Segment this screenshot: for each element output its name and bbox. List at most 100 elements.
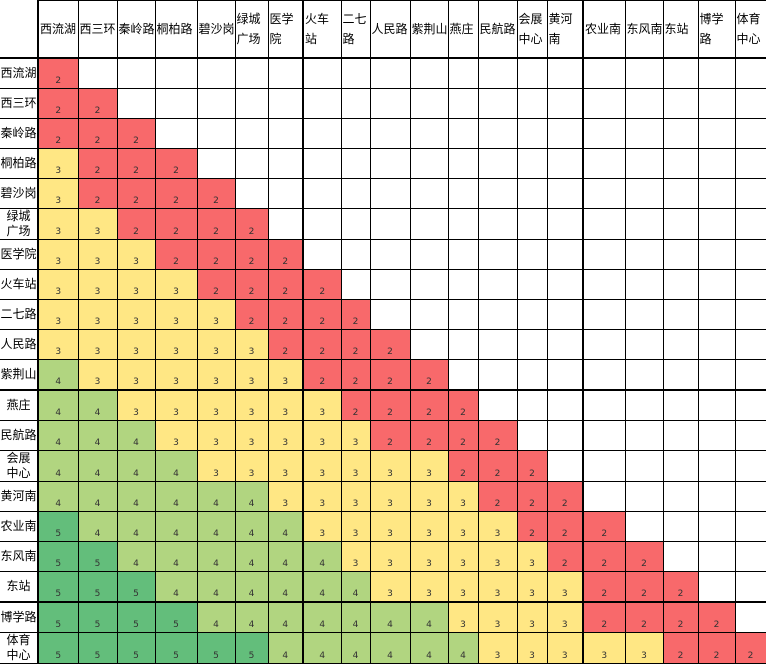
empty-cell <box>662 88 699 119</box>
fare-cell: 4 <box>267 601 304 633</box>
fare-cell: 2 <box>624 601 664 633</box>
row-header: 火车站 <box>0 269 39 300</box>
fare-cell: 3 <box>234 359 269 391</box>
fare-cell: 4 <box>37 389 79 421</box>
fare-cell: 2 <box>302 329 342 360</box>
fare-cell: 3 <box>516 541 548 572</box>
row-header: 西流湖 <box>0 57 39 89</box>
fare-cell: 3 <box>546 571 584 603</box>
empty-cell <box>447 299 479 330</box>
fare-cell: 4 <box>77 511 118 542</box>
fare-cell: 3 <box>77 239 118 270</box>
table-row: 东站 5 5 5 4 4 4 4 4 4 3 3 3 3 3 3 2 2 2 <box>0 571 766 603</box>
empty-cell <box>734 389 766 421</box>
empty-cell <box>477 299 518 330</box>
fare-cell: 5 <box>234 632 269 664</box>
fare-cell: 3 <box>77 299 118 330</box>
fare-cell: 2 <box>369 420 411 451</box>
fare-cell: 3 <box>37 148 79 179</box>
fare-cell: 2 <box>369 359 411 391</box>
empty-cell <box>697 299 736 330</box>
table-row: 二七路 3 3 3 3 3 2 2 2 2 <box>0 299 766 330</box>
empty-cell <box>582 329 626 360</box>
fare-cell: 3 <box>37 269 79 300</box>
empty-cell <box>697 420 736 451</box>
fare-cell: 5 <box>116 571 156 603</box>
fare-cell: 4 <box>154 571 198 603</box>
empty-cell <box>369 299 411 330</box>
fare-cell: 3 <box>409 541 449 572</box>
empty-cell <box>477 178 518 209</box>
empty-cell <box>734 571 766 603</box>
row-header: 民航路 <box>0 420 39 451</box>
empty-cell <box>697 541 736 572</box>
empty-cell <box>582 389 626 421</box>
empty-cell <box>447 118 479 149</box>
fare-cell: 2 <box>340 359 371 391</box>
empty-cell <box>734 329 766 360</box>
fare-cell: 3 <box>154 269 198 300</box>
fare-cell: 3 <box>369 541 411 572</box>
empty-cell <box>734 118 766 149</box>
empty-cell <box>662 450 699 482</box>
column-header: 东站 <box>662 0 699 59</box>
table-row: 会展 中心 4 4 4 4 3 3 3 3 3 3 3 2 2 2 <box>0 450 766 482</box>
fare-cell: 3 <box>267 481 304 512</box>
fare-cell: 5 <box>77 541 118 572</box>
fare-cell: 2 <box>154 148 198 179</box>
fare-cell: 3 <box>409 571 449 603</box>
fare-cell: 3 <box>116 389 156 421</box>
fare-cell: 4 <box>302 601 342 633</box>
fare-cell: 3 <box>196 420 236 451</box>
corner-cell <box>0 0 39 59</box>
empty-cell <box>734 420 766 451</box>
row-header: 桐柏路 <box>0 148 39 179</box>
empty-cell <box>697 88 736 119</box>
empty-cell <box>234 148 269 179</box>
empty-cell <box>697 148 736 179</box>
fare-cell: 2 <box>77 148 118 179</box>
empty-cell <box>477 118 518 149</box>
empty-cell <box>369 239 411 270</box>
empty-cell <box>340 208 371 240</box>
fare-cell: 5 <box>37 571 79 603</box>
fare-cell: 4 <box>77 389 118 421</box>
table-row: 火车站 3 3 3 3 2 2 2 2 <box>0 269 766 300</box>
empty-cell <box>340 88 371 119</box>
fare-cell: 2 <box>154 178 198 209</box>
empty-cell <box>447 88 479 119</box>
fare-cell: 3 <box>196 359 236 391</box>
fare-cell: 2 <box>516 481 548 512</box>
table-row: 农业南 5 4 4 4 4 4 4 3 3 3 3 3 3 2 2 2 <box>0 511 766 542</box>
empty-cell <box>196 148 236 179</box>
fare-cell: 2 <box>369 329 411 360</box>
empty-cell <box>234 118 269 149</box>
empty-cell <box>369 208 411 240</box>
empty-cell <box>516 57 548 89</box>
row-header: 东站 <box>0 571 39 603</box>
fare-cell: 3 <box>116 269 156 300</box>
fare-cell: 3 <box>340 511 371 542</box>
empty-cell <box>409 88 449 119</box>
fare-cell: 3 <box>409 450 449 482</box>
fare-cell: 4 <box>196 601 236 633</box>
fare-cell: 3 <box>37 239 79 270</box>
empty-cell <box>447 57 479 89</box>
fare-cell: 3 <box>477 632 518 664</box>
fare-cell: 3 <box>154 329 198 360</box>
fare-cell: 3 <box>582 632 626 664</box>
column-header: 医学院 <box>267 0 304 59</box>
row-header: 碧沙岗 <box>0 178 39 209</box>
fare-cell: 2 <box>369 389 411 421</box>
fare-cell: 4 <box>37 450 79 482</box>
fare-cell: 3 <box>302 481 342 512</box>
empty-cell <box>477 148 518 179</box>
fare-cell: 2 <box>477 420 518 451</box>
table-row: 秦岭路 2 2 2 <box>0 118 766 149</box>
fare-cell: 3 <box>116 239 156 270</box>
fare-cell: 3 <box>477 511 518 542</box>
empty-cell <box>340 178 371 209</box>
fare-cell: 4 <box>37 481 79 512</box>
empty-cell <box>447 239 479 270</box>
empty-cell <box>582 420 626 451</box>
